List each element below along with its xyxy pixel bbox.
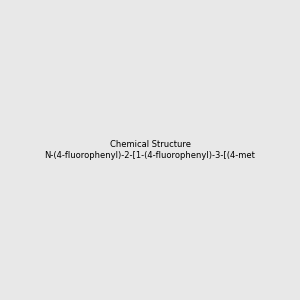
Text: Chemical Structure
N-(4-fluorophenyl)-2-[1-(4-fluorophenyl)-3-[(4-met: Chemical Structure N-(4-fluorophenyl)-2-…	[45, 140, 255, 160]
